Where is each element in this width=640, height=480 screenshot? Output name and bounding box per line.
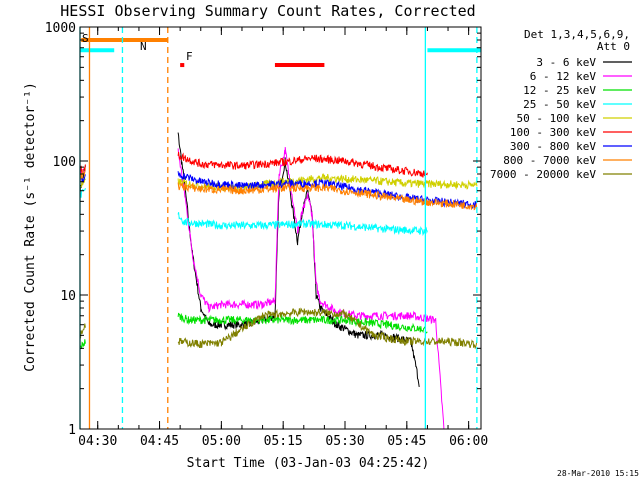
series-line bbox=[79, 307, 478, 350]
y-tick-label: 1 bbox=[68, 423, 76, 438]
x-tick-label: 04:30 bbox=[78, 434, 117, 449]
series-line bbox=[79, 169, 478, 211]
series-line bbox=[79, 312, 428, 349]
flag-marker-s: S bbox=[82, 32, 89, 45]
legend-label: 50 - 100 keV bbox=[517, 112, 597, 125]
legend-label: 7000 - 20000 keV bbox=[490, 168, 596, 181]
legend-header: Det 1,3,4,5,6,9, bbox=[524, 28, 630, 41]
x-tick-label: 05:15 bbox=[264, 434, 303, 449]
legend-label: 25 - 50 keV bbox=[523, 98, 596, 111]
x-tick-label: 05:30 bbox=[325, 434, 364, 449]
series-line bbox=[79, 132, 420, 387]
series-line bbox=[79, 187, 428, 237]
flag-marker-n: N bbox=[140, 40, 147, 53]
legend-label: 100 - 300 keV bbox=[510, 126, 596, 139]
x-tick-label: 06:00 bbox=[449, 434, 488, 449]
legend-header: Att 0 bbox=[597, 40, 630, 53]
legend-label: 3 - 6 keV bbox=[536, 56, 596, 69]
y-tick-label: 10 bbox=[60, 289, 76, 304]
x-tick-label: 05:45 bbox=[387, 434, 426, 449]
timestamp: 28-Mar-2010 15:15 bbox=[557, 469, 639, 478]
chart-title: HESSI Observing Summary Count Rates, Cor… bbox=[60, 2, 475, 20]
plot-frame bbox=[79, 26, 482, 430]
series-line bbox=[79, 151, 428, 178]
x-axis-label: Start Time (03-Jan-03 04:25:42) bbox=[187, 456, 430, 471]
legend-label: 12 - 25 keV bbox=[523, 84, 596, 97]
y-axis-label: Corrected Count Rate (s⁻¹ detector⁻¹) bbox=[23, 82, 38, 372]
legend-label: 300 - 800 keV bbox=[510, 140, 596, 153]
y-tick-label: 1000 bbox=[45, 21, 76, 36]
x-tick-label: 05:00 bbox=[202, 434, 241, 449]
x-tick-label: 04:45 bbox=[140, 434, 179, 449]
legend-label: 6 - 12 keV bbox=[530, 70, 597, 83]
y-tick-label: 100 bbox=[53, 155, 76, 170]
legend-label: 800 - 7000 keV bbox=[503, 154, 596, 167]
flag-marker-f: F bbox=[186, 50, 193, 63]
